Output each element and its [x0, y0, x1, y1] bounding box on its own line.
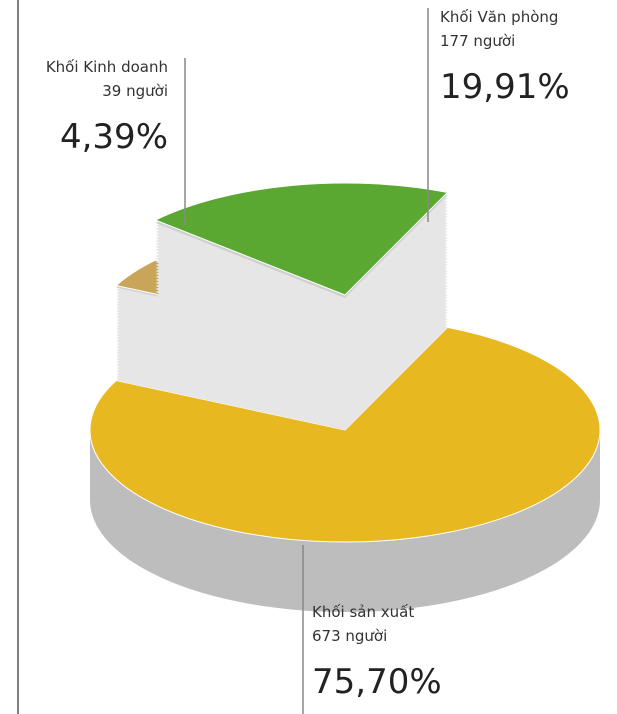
pie-side — [90, 430, 600, 612]
category-name: Khối Kinh doanh — [46, 58, 168, 76]
percent-label: 19,91% — [440, 67, 570, 107]
percent-label: 75,70% — [312, 662, 442, 702]
slice — [154, 182, 449, 296]
slice — [89, 326, 601, 543]
percent-label: 4,39% — [60, 117, 168, 157]
headcount: 39 người — [102, 82, 168, 100]
category-name: Khối sản xuất — [312, 603, 414, 621]
category-name: Khối Văn phòng — [440, 8, 558, 26]
headcount: 673 người — [312, 627, 387, 645]
headcount: 177 người — [440, 32, 515, 50]
